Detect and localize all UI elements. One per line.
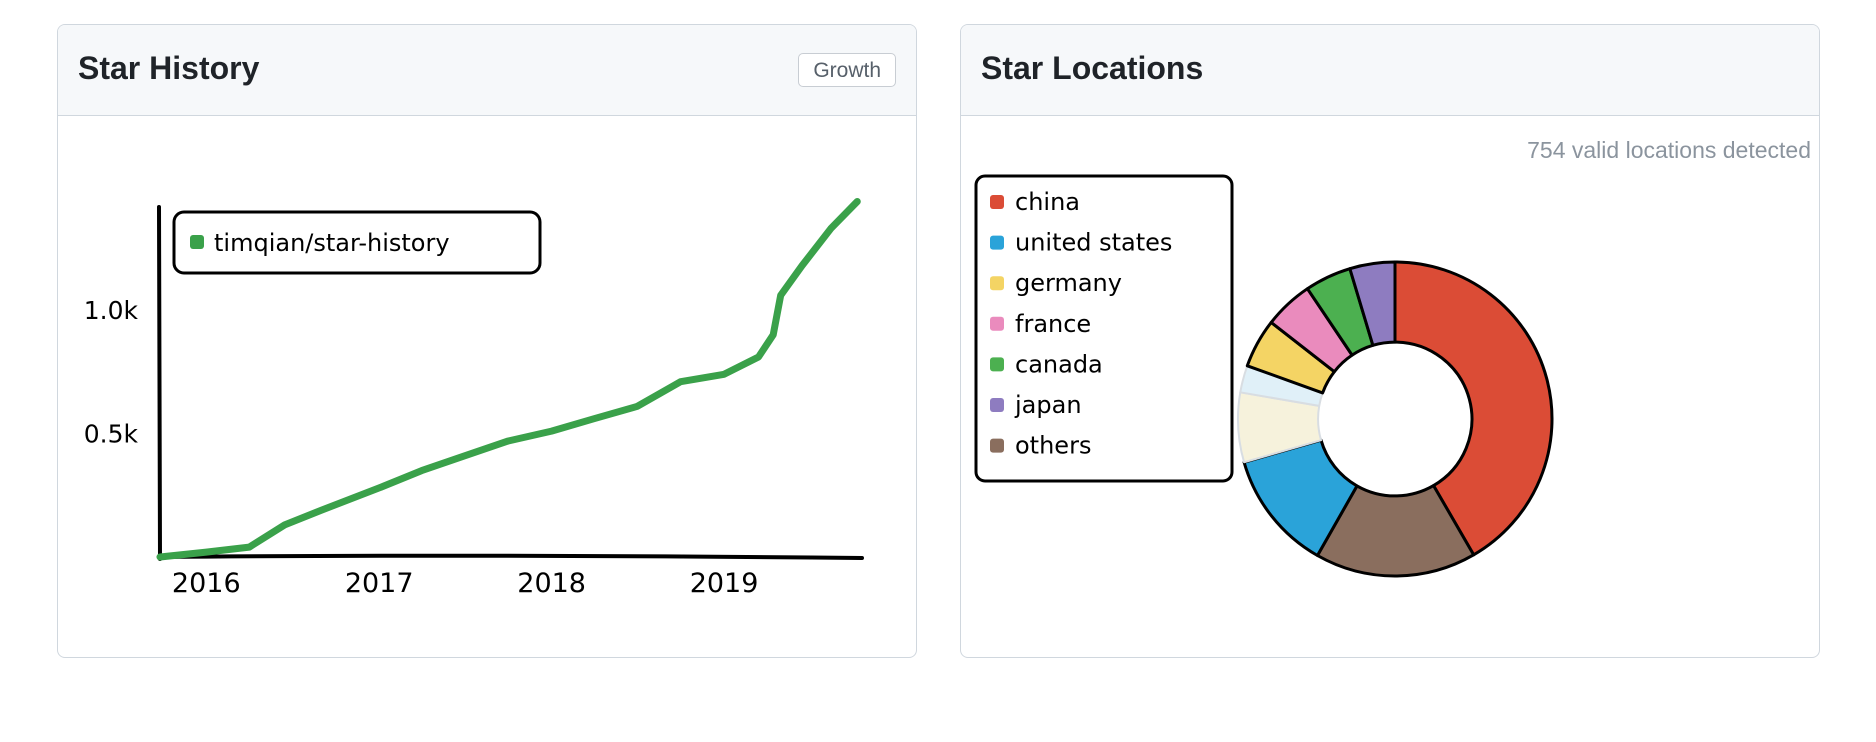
pie-legend-label-germany: germany bbox=[1015, 269, 1122, 297]
valid-locations-caption: 754 valid locations detected bbox=[1527, 137, 1811, 163]
pie-slice-china bbox=[1393, 260, 1554, 557]
star-locations-chart: china united states germany france canada jap… bbox=[974, 174, 1554, 578]
pie-legend-label-france: france bbox=[1015, 310, 1091, 338]
star-history-chart: 2016 2017 2018 2019 0.5k 1.0k timqian/star-his… bbox=[84, 198, 864, 599]
legend-box bbox=[172, 210, 542, 275]
x-axis-line bbox=[158, 553, 864, 560]
pie-legend-box bbox=[974, 174, 1234, 483]
x-tick-label-2017: 2017 bbox=[345, 568, 414, 599]
pie-legend-swatch-united-states bbox=[990, 235, 1004, 250]
pie-slice-others bbox=[1315, 484, 1476, 578]
pie-legend-swatch-others bbox=[990, 438, 1004, 453]
star-history-panel: Star History Growth 2016 2017 2018 2019 0.5k… bbox=[57, 24, 917, 658]
x-tick-label-2018: 2018 bbox=[517, 568, 586, 599]
growth-button[interactable]: Growth bbox=[798, 53, 896, 87]
pie-legend-swatch-france bbox=[990, 316, 1004, 331]
pie-legend-label-canada: canada bbox=[1015, 350, 1103, 378]
pie-legend-swatch-germany bbox=[990, 276, 1004, 291]
star-history-title: Star History bbox=[78, 50, 260, 86]
series-line-timqian-star-history bbox=[156, 198, 861, 561]
star-locations-body: 754 valid locations detected china united… bbox=[961, 116, 1819, 657]
pie-slice-japan bbox=[1348, 260, 1397, 347]
star-locations-panel: Star Locations 754 valid locations detec… bbox=[960, 24, 1820, 658]
pie-legend-swatch-japan bbox=[990, 398, 1004, 412]
y-tick-label-1-0k: 1.0k bbox=[84, 296, 139, 325]
star-history-body: 2016 2017 2018 2019 0.5k 1.0k timqian/star-his… bbox=[58, 116, 916, 657]
pie-legend-swatch-china bbox=[990, 195, 1004, 209]
pie-legend-label-others: others bbox=[1015, 432, 1091, 460]
pie-legend-label-china: china bbox=[1015, 188, 1080, 216]
star-history-header: Star History Growth bbox=[58, 25, 916, 116]
y-tick-label-0-5k: 0.5k bbox=[84, 420, 139, 449]
pie-legend-label-japan: japan bbox=[1014, 391, 1082, 419]
y-axis-line bbox=[157, 205, 162, 561]
legend-label-timqian-star-history: timqian/star-history bbox=[214, 229, 450, 257]
star-locations-title: Star Locations bbox=[981, 50, 1204, 86]
pie-legend-label-united-states: united states bbox=[1015, 229, 1172, 257]
x-tick-label-2019: 2019 bbox=[690, 568, 759, 599]
pie-legend-swatch-canada bbox=[990, 357, 1004, 372]
legend-swatch-timqian-star-history bbox=[190, 235, 204, 249]
x-tick-label-2016: 2016 bbox=[172, 568, 241, 599]
star-locations-header: Star Locations bbox=[961, 25, 1819, 116]
